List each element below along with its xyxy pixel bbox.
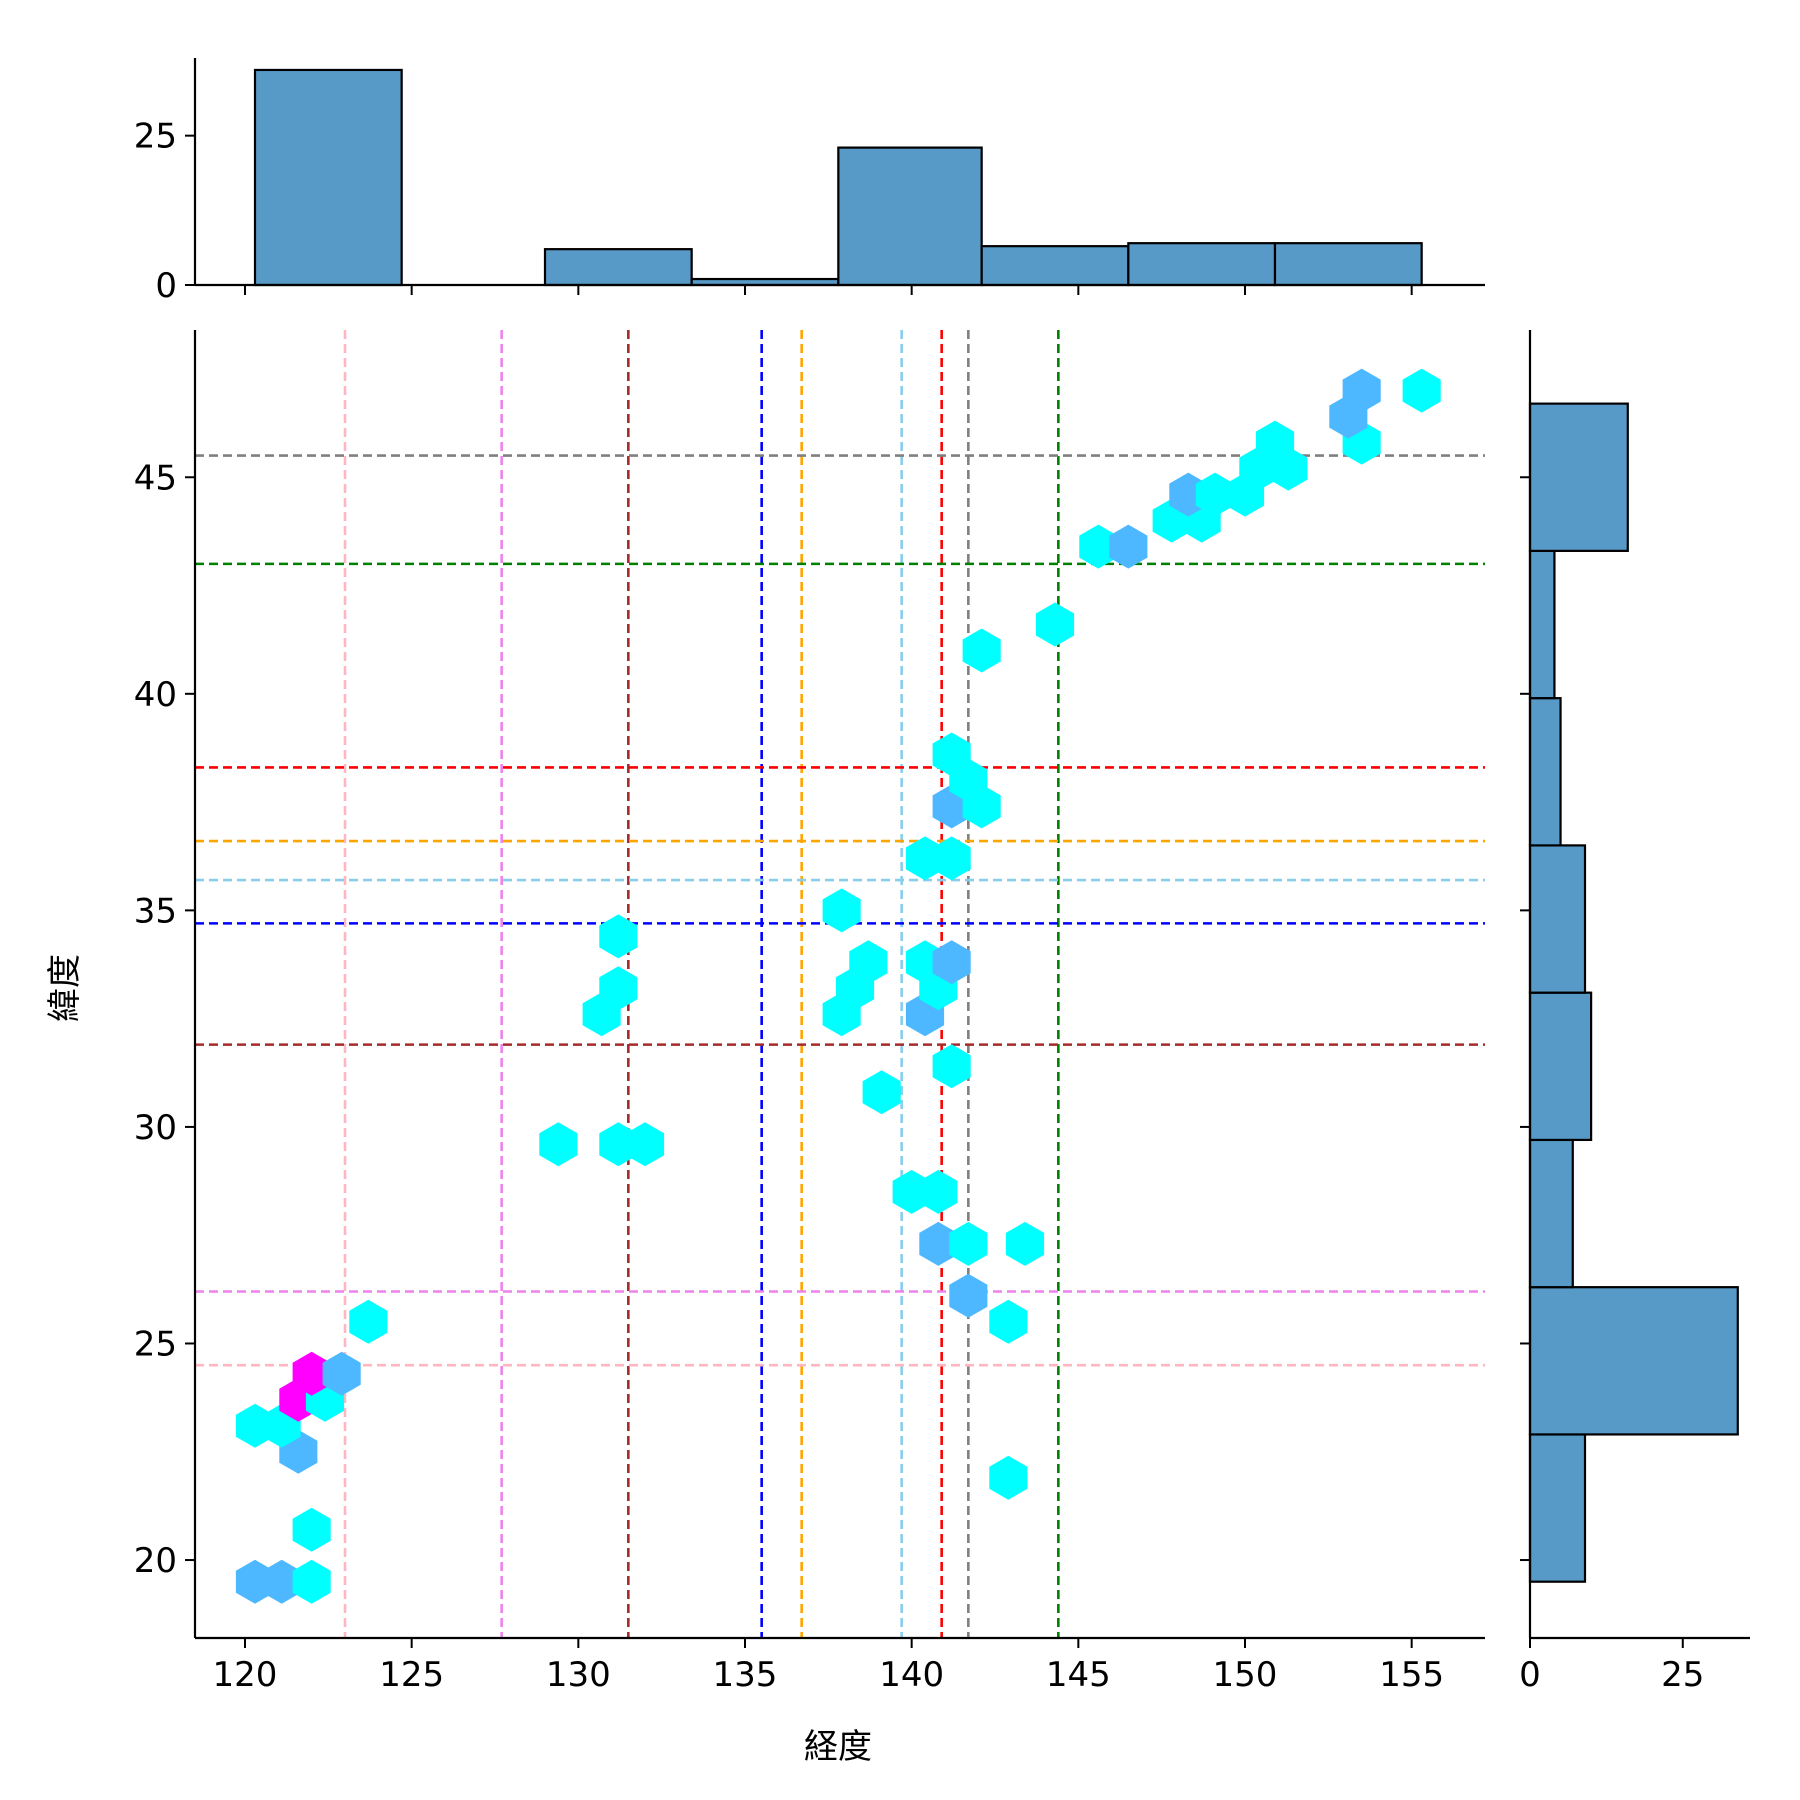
hexbin-cell-42 (962, 628, 1001, 673)
y-hist-tick-label-0: 0 (1519, 1655, 1541, 1695)
x-tick-label-155: 155 (1379, 1655, 1444, 1695)
x-hist-bar-2 (543, 248, 693, 287)
hexbin-cell-19 (919, 1169, 958, 1214)
x-tick-label-140: 140 (879, 1655, 944, 1695)
hexbin-cell-43 (1035, 602, 1075, 647)
x-tick-label-130: 130 (546, 1655, 611, 1695)
x-hist-bar-5 (980, 245, 1130, 287)
hexbin-cell-17 (1005, 1221, 1045, 1266)
hexbin-cell-2 (292, 1559, 331, 1604)
hexbin-cell-45 (1109, 524, 1148, 569)
hexbin-cell-37 (932, 836, 971, 881)
hexbin-cell-11 (322, 1351, 361, 1396)
hexbin-cell-49 (1195, 472, 1235, 517)
hexbin-cell-15 (919, 1221, 958, 1266)
hexbin-cell-57 (1402, 368, 1441, 413)
x-tick-label-150: 150 (1213, 1655, 1278, 1695)
x-tick-label-135: 135 (713, 1655, 778, 1695)
hexbin-cell-14 (949, 1273, 988, 1318)
y-tick-label-20: 20 (134, 1541, 177, 1581)
y-tick-label-25: 25 (134, 1324, 177, 1364)
hexbin-cell-34 (599, 914, 638, 959)
x-axis-title: 経度 (804, 1727, 872, 1767)
x-hist-tick-label-0: 0 (155, 266, 177, 306)
hexbin-cell-28 (599, 966, 638, 1011)
hexbin-cell-23 (862, 1070, 901, 1115)
y-hist-bar-6 (1528, 549, 1556, 700)
y-hist-bar-3 (1528, 991, 1593, 1142)
y-hist-bar-0 (1528, 1433, 1587, 1583)
y-tick-label-45: 45 (134, 458, 177, 498)
x-hist-tick-label-25: 25 (134, 117, 177, 157)
x-hist-bar-0 (253, 68, 403, 287)
hexbin-cell-20 (539, 1122, 578, 1167)
y-hist-tick-label-25: 25 (1661, 1655, 1704, 1695)
hexbin-cell-56 (1342, 368, 1381, 413)
x-hist-bar-7 (1273, 242, 1423, 287)
y-hist-bar-7 (1528, 402, 1629, 552)
hexbin-cell-16 (949, 1221, 988, 1266)
x-tick-label-120: 120 (213, 1655, 278, 1695)
hexbin-cell-53 (1255, 420, 1295, 465)
y-hist-bar-2 (1528, 1138, 1574, 1289)
hexbin-cell-31 (849, 940, 888, 985)
hexbin-cell-1 (262, 1559, 301, 1604)
hexbin-cell-13 (989, 1299, 1028, 1344)
hexbin-cell-24 (932, 1044, 971, 1089)
x-tick-label-145: 145 (1046, 1655, 1111, 1695)
hexbin-cell-41 (932, 732, 971, 777)
y-marginal-histogram: 0 25 (1519, 330, 1750, 1695)
y-hist-bar-1 (1528, 1286, 1739, 1436)
main-axes: 120 125 130 135 140 145 150 155 20 25 30 35 40 45 (134, 330, 1485, 1695)
y-tick-label-30: 30 (134, 1108, 177, 1148)
x-hist-bar-4 (837, 146, 983, 287)
y-hist-bar-5 (1528, 697, 1562, 847)
y-axis-title: 緯度 (45, 954, 85, 1022)
hexbin-cell-12 (349, 1299, 388, 1344)
x-tick-label-125: 125 (379, 1655, 444, 1695)
x-hist-bar-6 (1127, 242, 1277, 287)
x-marginal-histogram: 0 25 (134, 58, 1485, 306)
hexbin-cell-3 (292, 1507, 331, 1552)
hexbin-cell-44 (1079, 524, 1118, 569)
y-tick-label-40: 40 (134, 675, 177, 715)
hexbin-cell-4 (989, 1455, 1028, 1500)
hexbin-cell-22 (625, 1122, 665, 1167)
y-hist-bar-4 (1528, 844, 1587, 994)
hexbin-cell-35 (822, 888, 861, 933)
hexbin-cells (235, 368, 1441, 1604)
hexbin-cell-10 (292, 1351, 331, 1396)
y-tick-label-35: 35 (134, 891, 177, 931)
hexbin-cell-33 (932, 940, 971, 985)
